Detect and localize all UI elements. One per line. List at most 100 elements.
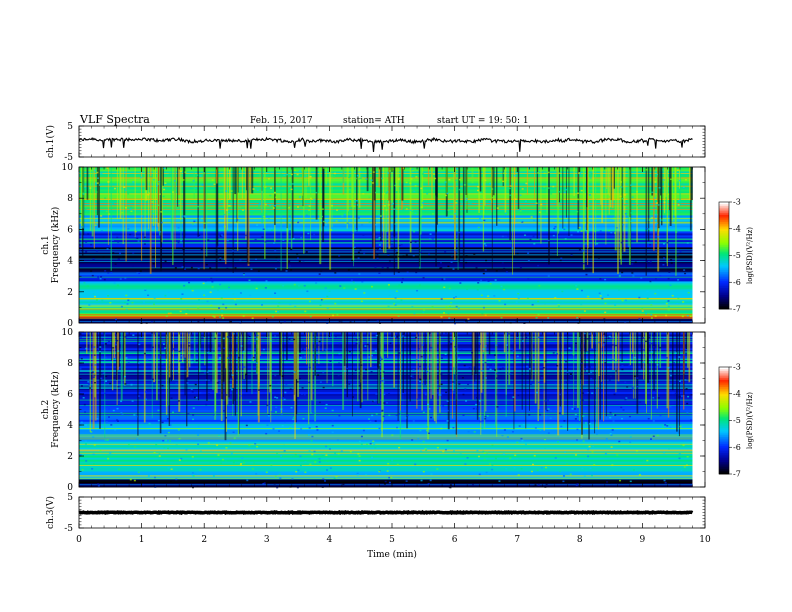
spectrogram-sferic	[252, 332, 255, 362]
spectrogram-speckle	[591, 392, 594, 394]
spectrogram-speckle	[358, 440, 361, 443]
spectrogram-speckle	[162, 387, 165, 389]
spectrogram-sferic	[476, 332, 479, 420]
spectrogram-speckle	[92, 453, 95, 455]
spectrogram-sferic	[286, 332, 288, 360]
spectrogram-speckle	[524, 443, 527, 445]
spectrogram-speckle	[611, 429, 614, 431]
spectrogram-speckle	[143, 352, 146, 355]
spectrogram-sferic	[280, 332, 283, 414]
spectrogram-sferic	[661, 167, 663, 226]
spectrogram-speckle	[177, 400, 180, 402]
spectrogram-band	[79, 371, 693, 375]
spectrogram-speckle	[381, 267, 384, 269]
spectrogram-speckle	[367, 418, 370, 420]
spectrogram-speckle	[79, 453, 82, 456]
spectrogram-speckle	[321, 299, 324, 301]
spectrogram-speckle	[385, 192, 388, 194]
spectrogram-speckle	[292, 237, 295, 240]
spectrogram-speckle	[318, 458, 321, 460]
spectrogram-speckle	[538, 284, 541, 287]
spectrogram-speckle	[452, 381, 455, 383]
spectrogram-speckle	[657, 204, 660, 206]
spectrogram-speckle	[683, 353, 686, 356]
spectrogram-speckle	[301, 387, 304, 389]
spectrogram-speckle	[416, 398, 419, 400]
spectrogram-sferic	[93, 167, 95, 249]
spectrogram-speckle	[544, 400, 547, 402]
spectrogram-speckle	[405, 181, 408, 184]
spectrogram-speckle	[181, 266, 184, 268]
spectrogram-speckle	[219, 256, 222, 259]
spectrogram-speckle	[475, 403, 478, 406]
spectrogram-speckle	[636, 204, 639, 207]
spectrogram-speckle	[332, 171, 335, 173]
spectrogram-band	[79, 415, 693, 418]
spectrogram-band	[79, 451, 693, 454]
spectrogram-speckle	[590, 377, 593, 380]
spectrogram-speckle	[197, 443, 200, 446]
spectrogram-speckle	[258, 202, 261, 205]
spectrogram-tone-line	[79, 299, 693, 301]
spectrogram-speckle	[241, 209, 244, 211]
spectrogram-sferic	[122, 167, 124, 245]
spectrogram-speckle	[325, 454, 328, 456]
spectrogram-speckle	[532, 485, 535, 488]
spectrogram-sferic	[361, 332, 363, 403]
spectrogram-speckle	[391, 168, 394, 170]
spectrogram-speckle	[552, 234, 555, 237]
spectrogram-sferic	[110, 167, 112, 271]
spectrogram-speckle	[150, 175, 153, 178]
spectrogram-speckle	[553, 227, 556, 230]
spectrogram-speckle	[254, 238, 257, 241]
spectrogram-speckle	[518, 425, 521, 427]
spectrogram-sferic	[634, 332, 636, 399]
ch2-spectrogram-heatmap	[79, 332, 693, 489]
colorbar-label: log(PSD)(V²/Hz)	[746, 227, 754, 284]
spectrogram-speckle	[583, 367, 586, 370]
spectrogram-speckle	[502, 180, 505, 183]
spectrogram-speckle	[557, 190, 560, 193]
spectrogram-speckle	[565, 381, 568, 384]
spectrogram-speckle	[663, 257, 666, 259]
spectrogram-band	[79, 397, 693, 400]
spectrogram-speckle	[92, 258, 95, 260]
spectrogram-speckle	[308, 450, 311, 452]
spectrogram-speckle	[265, 280, 268, 282]
spectrogram-speckle	[304, 460, 307, 463]
spectrogram-sferic	[203, 167, 206, 229]
colorbar-swatch	[719, 289, 729, 292]
spectrogram-speckle	[226, 239, 229, 242]
spectrogram-speckle	[682, 186, 685, 188]
spectrogram-speckle	[106, 167, 109, 169]
spectrogram-speckle	[229, 320, 232, 323]
spectrogram-speckle	[536, 391, 539, 394]
spectrogram-speckle	[604, 278, 607, 281]
spectrogram-sferic	[640, 332, 643, 369]
spectrogram-speckle	[465, 255, 468, 257]
spectrogram-sferic	[123, 332, 125, 378]
spectrogram-speckle	[379, 364, 382, 366]
spectrogram-speckle	[439, 261, 442, 264]
spectrogram-sferic	[462, 167, 465, 269]
spectrogram-sferic	[636, 332, 639, 414]
spectrogram-speckle	[520, 468, 523, 470]
spectrogram-speckle	[232, 293, 235, 295]
spectrogram-speckle	[313, 198, 316, 201]
spectrogram-sferic	[591, 332, 594, 349]
spectrogram-speckle	[436, 446, 439, 449]
spectrogram-speckle	[164, 182, 167, 184]
spectrogram-speckle	[533, 454, 536, 457]
spectrogram-sferic	[513, 332, 515, 430]
spectrogram-speckle	[612, 420, 615, 422]
colorbar-swatch	[719, 408, 729, 411]
spectrogram-speckle	[477, 186, 480, 188]
spectrogram-speckle	[418, 284, 421, 286]
spectrogram-speckle	[590, 474, 593, 477]
spectrogram-sferic	[237, 167, 239, 251]
spectrogram-speckle	[380, 431, 383, 434]
spectrogram-tone-line	[79, 340, 693, 342]
spectrogram-speckle	[364, 369, 367, 372]
spectrogram-speckle	[194, 187, 197, 189]
spectrogram-speckle	[328, 290, 331, 292]
